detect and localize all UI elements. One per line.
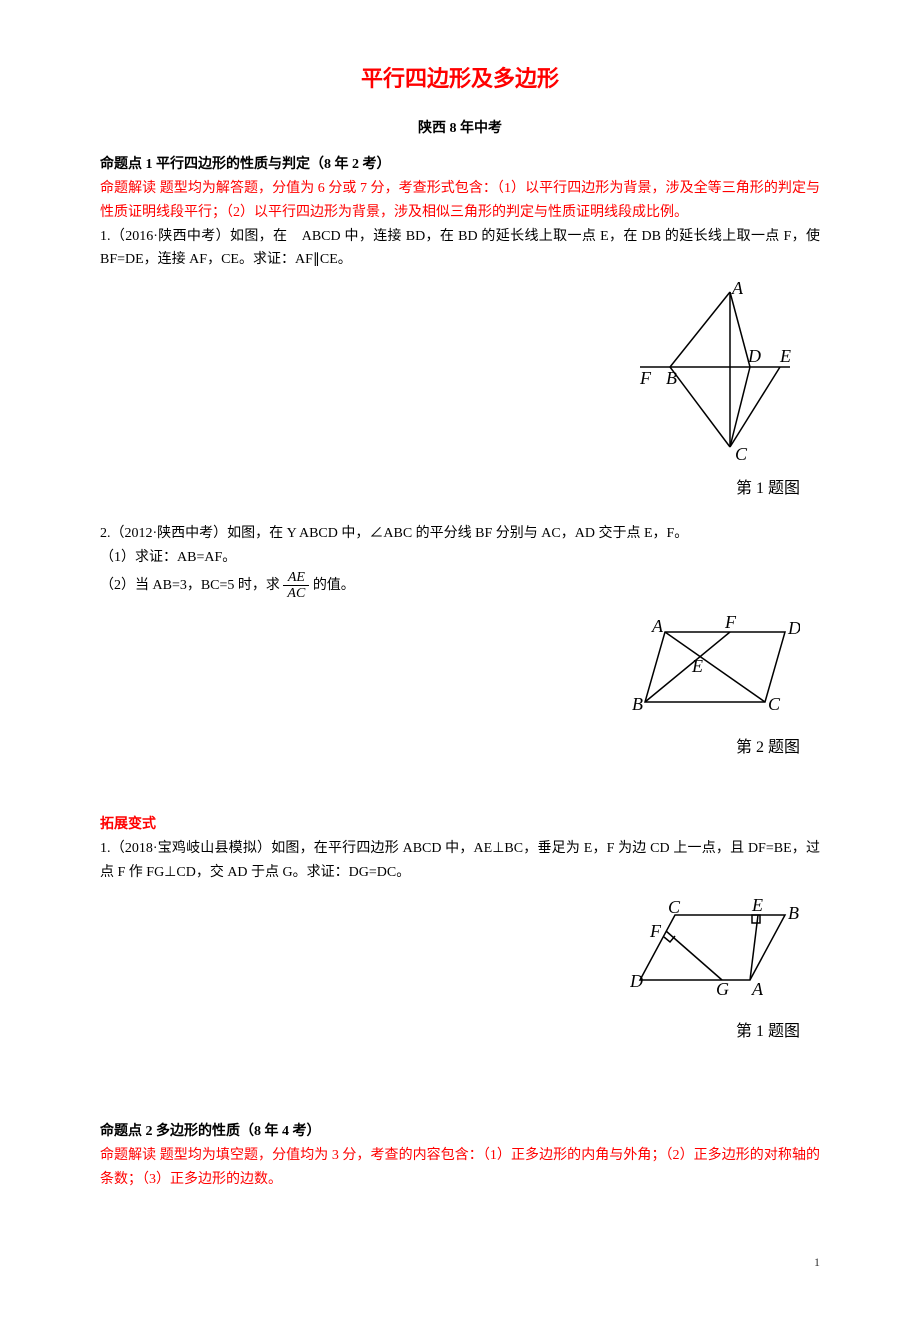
figure-1-caption: 第 1 题图 [100,475,800,502]
figure-3-svg: A B C D E F G [630,895,800,1005]
fig2-label-c: C [768,694,781,714]
fraction-ae-ac: AE AC [283,570,309,602]
question-2-sub2: （2）当 AB=3，BC=5 时，求 AE AC 的值。 [100,570,820,602]
fig2-label-d: D [787,618,800,638]
fig2-label-e: E [691,656,703,676]
fig3-label-g: G [716,979,729,999]
fig1-label-e: E [779,346,791,366]
fraction-denominator: AC [283,586,309,601]
question-2-sub2-a: （2）当 AB=3，BC=5 时，求 [100,578,283,593]
fraction-numerator: AE [283,570,309,586]
figure-2-caption: 第 2 题图 [100,734,800,761]
section-1-header: 命题点 1 平行四边形的性质与判定（8 年 2 考） [100,153,820,177]
fig3-label-e: E [751,895,763,915]
figure-2-container: A B C D E F 第 2 题图 [100,612,800,762]
question-1-text: 1.（2016·陕西中考）如图，在 ABCD 中，连接 BD，在 BD 的延长线… [100,225,820,273]
fig3-label-c: C [668,897,681,917]
figure-3-caption: 第 1 题图 [100,1018,800,1045]
document-subtitle: 陕西 8 年中考 [100,117,820,141]
fig1-label-c: C [735,444,748,462]
figure-1-svg: A B C D E F [630,282,800,462]
section-2-header: 命题点 2 多边形的性质（8 年 4 考） [100,1120,820,1144]
page-number: 1 [100,1252,820,1272]
question-2-sub1: （1）求证：AB=AF。 [100,546,820,570]
fig3-label-d: D [630,971,643,991]
section-2-explanation: 命题解读 题型均为填空题，分值均为 3 分，考查的内容包含：（1）正多边形的内角… [100,1144,820,1192]
fig3-label-f: F [649,921,662,941]
fig3-label-b: B [788,903,799,923]
question-2-text: 2.（2012·陕西中考）如图，在 Y ABCD 中，∠ABC 的平分线 BF … [100,522,820,546]
figure-3-container: A B C D E F G 第 1 题图 [100,895,800,1045]
fig1-label-a: A [731,282,744,298]
fig3-label-a: A [751,979,764,999]
fig1-label-f: F [639,368,652,388]
fig1-label-b: B [666,368,677,388]
extension-q1-text: 1.（2018·宝鸡岐山县模拟）如图，在平行四边形 ABCD 中，AE⊥BC，垂… [100,837,820,885]
question-2-sub2-b: 的值。 [313,578,355,593]
figure-2-svg: A B C D E F [630,612,800,722]
document-title: 平行四边形及多边形 [100,60,820,97]
fig2-label-a: A [651,616,664,636]
fig2-label-b: B [632,694,643,714]
fig2-label-f: F [724,612,737,632]
extension-header: 拓展变式 [100,813,820,837]
fig1-label-d: D [747,346,761,366]
figure-1-container: A B C D E F 第 1 题图 [100,282,800,502]
section-1-explanation: 命题解读 题型均为解答题，分值为 6 分或 7 分，考查形式包含：（1）以平行四… [100,177,820,225]
